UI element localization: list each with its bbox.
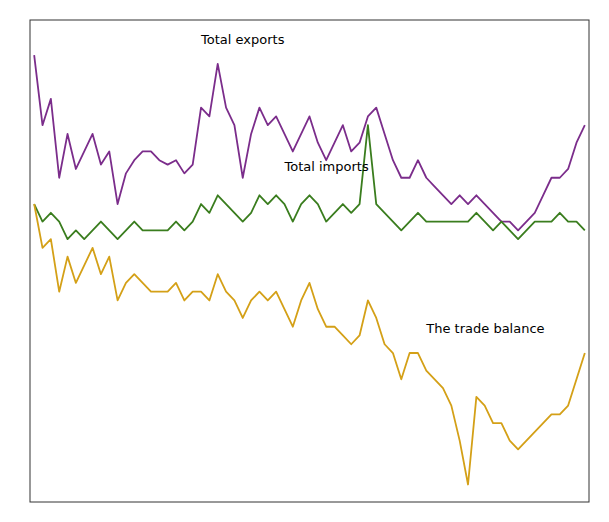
series-line: [34, 55, 585, 230]
chart: Total exports Total imports The trade bala…: [0, 0, 609, 522]
annotation: Total imports: [283, 159, 368, 174]
annotation: The trade balance: [425, 321, 544, 336]
series-group: [34, 55, 585, 484]
plot-frame: [30, 20, 589, 502]
series-line: [34, 204, 585, 484]
annotation: Total exports: [200, 32, 285, 47]
plot-background: [30, 20, 589, 502]
series-line: [34, 125, 585, 239]
